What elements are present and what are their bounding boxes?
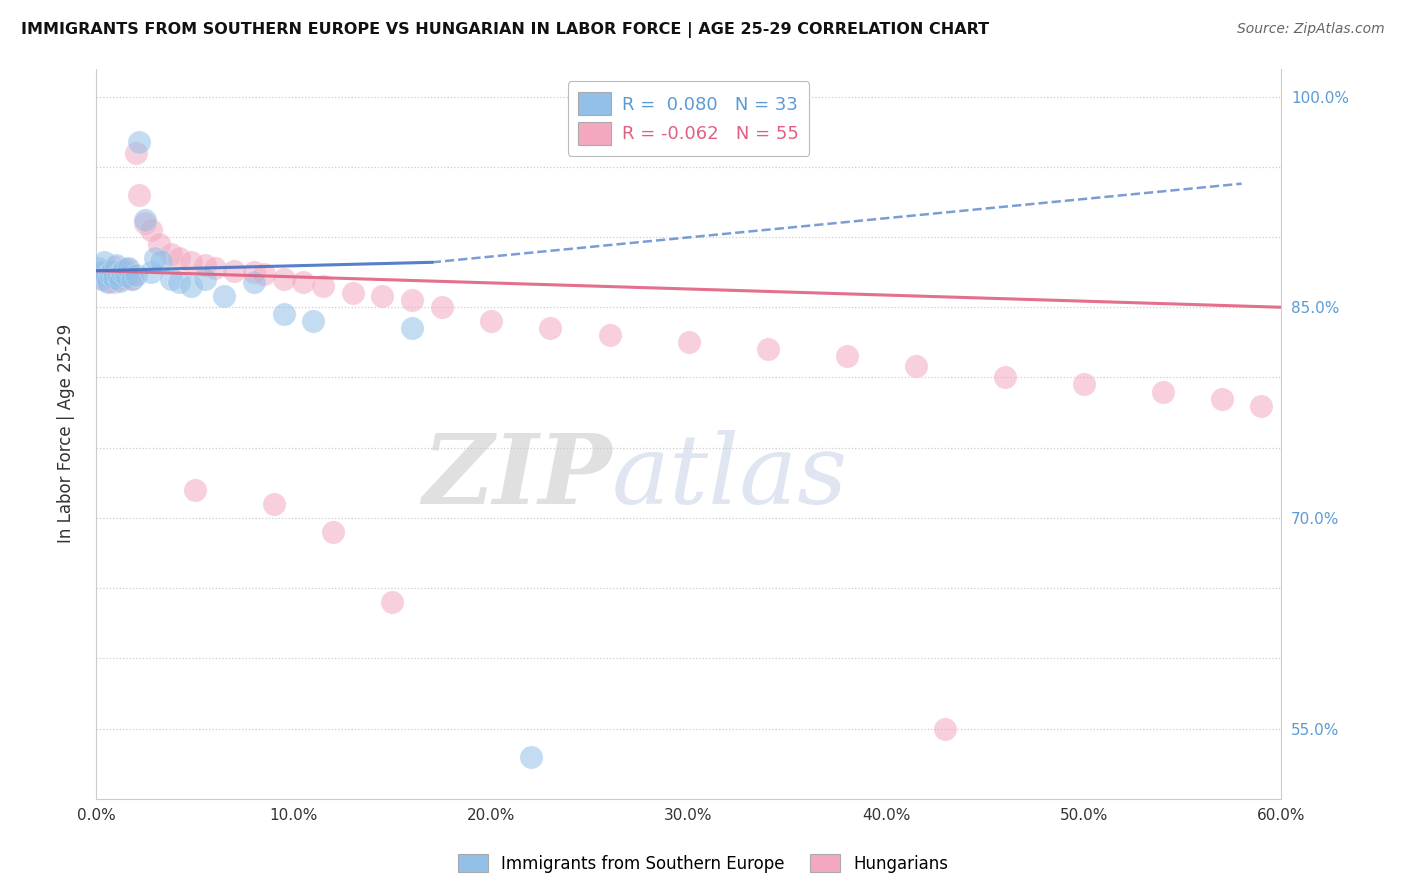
- Point: [430, 300, 453, 314]
- Point: [91, 272, 114, 286]
- Point: [167, 275, 190, 289]
- Text: Source: ZipAtlas.com: Source: ZipAtlas.com: [1237, 22, 1385, 37]
- Point: [89, 269, 111, 284]
- Point: [401, 293, 423, 308]
- Point: [519, 749, 541, 764]
- Point: [117, 260, 139, 275]
- Point: [108, 274, 131, 288]
- Point: [1073, 377, 1095, 392]
- Point: [121, 272, 143, 286]
- Point: [94, 269, 117, 284]
- Point: [117, 262, 139, 277]
- Point: [273, 307, 295, 321]
- Point: [124, 268, 146, 282]
- Point: [112, 267, 135, 281]
- Point: [134, 213, 156, 227]
- Point: [243, 265, 266, 279]
- Y-axis label: In Labor Force | Age 25-29: In Labor Force | Age 25-29: [58, 324, 75, 543]
- Point: [835, 350, 858, 364]
- Point: [194, 272, 217, 286]
- Point: [1250, 399, 1272, 413]
- Point: [94, 268, 117, 282]
- Point: [1211, 392, 1233, 406]
- Point: [93, 255, 115, 269]
- Point: [160, 247, 183, 261]
- Point: [904, 359, 927, 374]
- Point: [204, 260, 226, 275]
- Point: [224, 264, 246, 278]
- Point: [143, 251, 166, 265]
- Point: [103, 270, 125, 285]
- Point: [107, 268, 129, 282]
- Point: [302, 314, 325, 328]
- Point: [111, 265, 134, 279]
- Point: [322, 524, 344, 539]
- Point: [194, 258, 217, 272]
- Point: [180, 255, 202, 269]
- Point: [101, 270, 124, 285]
- Point: [134, 216, 156, 230]
- Point: [128, 135, 150, 149]
- Point: [599, 328, 621, 343]
- Point: [180, 279, 202, 293]
- Point: [104, 260, 127, 274]
- Point: [479, 314, 502, 328]
- Point: [538, 321, 561, 335]
- Point: [1152, 384, 1174, 399]
- Point: [87, 260, 110, 275]
- Point: [148, 237, 170, 252]
- Point: [150, 253, 173, 268]
- Point: [993, 370, 1015, 384]
- Point: [214, 289, 236, 303]
- Point: [101, 264, 124, 278]
- Point: [263, 497, 285, 511]
- Point: [124, 145, 146, 160]
- Text: IMMIGRANTS FROM SOUTHERN EUROPE VS HUNGARIAN IN LABOR FORCE | AGE 25-29 CORRELAT: IMMIGRANTS FROM SOUTHERN EUROPE VS HUNGA…: [21, 22, 990, 38]
- Point: [118, 268, 141, 282]
- Point: [160, 272, 183, 286]
- Point: [678, 335, 700, 350]
- Text: atlas: atlas: [612, 431, 848, 524]
- Point: [121, 272, 143, 286]
- Point: [97, 275, 120, 289]
- Point: [371, 289, 394, 303]
- Point: [312, 279, 335, 293]
- Legend: R =  0.080   N = 33, R = -0.062   N = 55: R = 0.080 N = 33, R = -0.062 N = 55: [568, 81, 810, 155]
- Point: [107, 269, 129, 284]
- Point: [184, 483, 207, 497]
- Point: [93, 264, 115, 278]
- Point: [167, 251, 190, 265]
- Point: [756, 343, 779, 357]
- Point: [108, 272, 131, 286]
- Point: [89, 265, 111, 279]
- Point: [98, 265, 121, 279]
- Point: [253, 267, 276, 281]
- Point: [104, 258, 127, 272]
- Point: [342, 286, 364, 301]
- Point: [141, 223, 163, 237]
- Point: [141, 265, 163, 279]
- Point: [243, 275, 266, 289]
- Point: [114, 270, 136, 285]
- Point: [103, 275, 125, 289]
- Point: [97, 274, 120, 288]
- Point: [87, 267, 110, 281]
- Point: [381, 595, 404, 609]
- Point: [934, 722, 956, 736]
- Point: [111, 264, 134, 278]
- Text: ZIP: ZIP: [422, 431, 612, 524]
- Point: [91, 272, 114, 286]
- Point: [98, 267, 121, 281]
- Legend: Immigrants from Southern Europe, Hungarians: Immigrants from Southern Europe, Hungari…: [451, 847, 955, 880]
- Point: [112, 262, 135, 277]
- Point: [128, 188, 150, 202]
- Point: [401, 321, 423, 335]
- Point: [273, 272, 295, 286]
- Point: [114, 269, 136, 284]
- Point: [292, 275, 315, 289]
